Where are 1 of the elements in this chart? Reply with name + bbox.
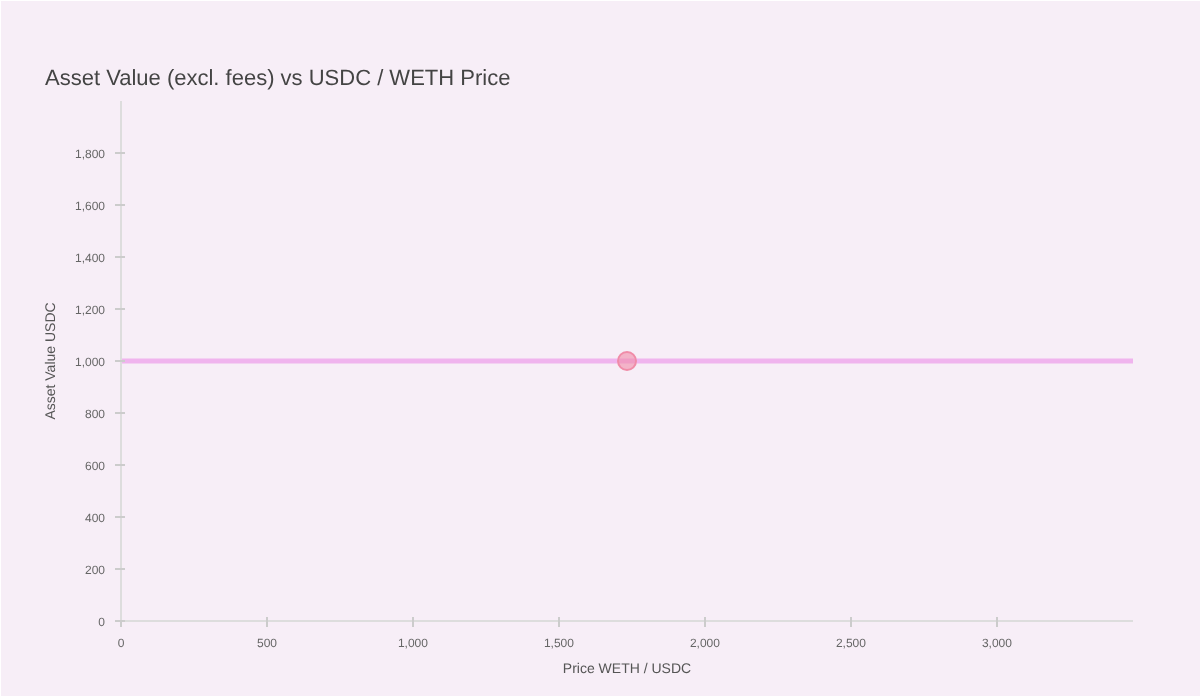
chart-title: Asset Value (excl. fees) vs USDC / WETH Price — [45, 67, 511, 91]
